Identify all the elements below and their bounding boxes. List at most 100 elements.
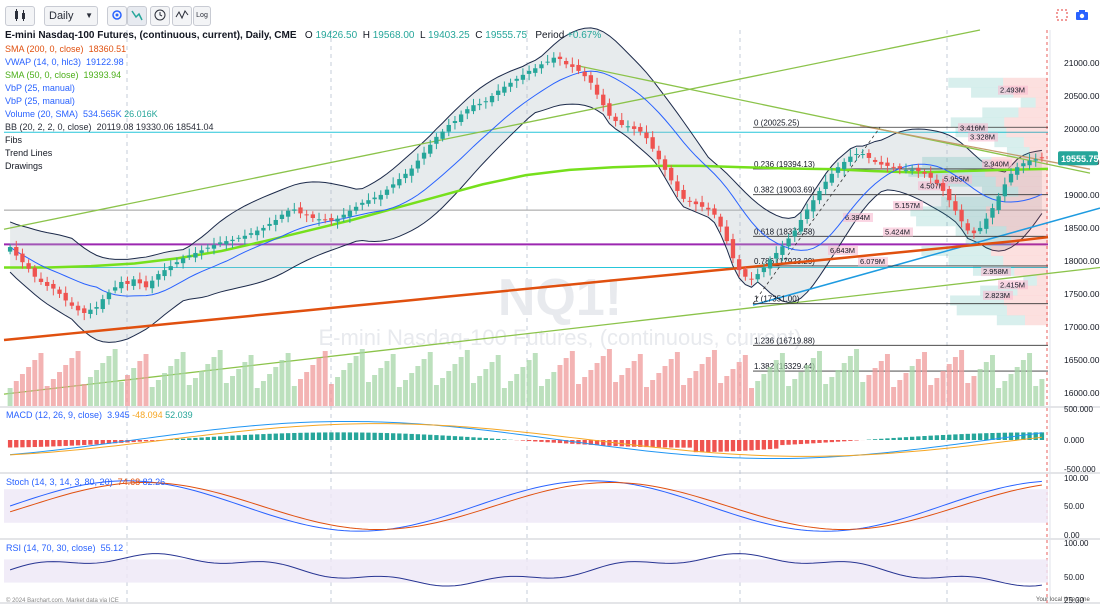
candle-body (329, 218, 334, 221)
macd-histogram-bar (150, 440, 155, 441)
reset-zoom-button[interactable] (1056, 8, 1068, 26)
candle-body (1015, 167, 1020, 175)
stoch-legend[interactable]: Stoch (14, 3, 14, 3, 80, 20) 74.68 82.26 (6, 477, 165, 487)
macd-histogram-bar (897, 437, 902, 440)
sma50-value: 19393.94 (83, 70, 122, 80)
volume-bar (131, 368, 137, 406)
candle-body (125, 280, 130, 284)
snapshot-button[interactable] (1075, 8, 1089, 26)
draw-tools-button[interactable] (127, 6, 147, 26)
macd-histogram-bar (798, 440, 804, 445)
candle-body (502, 86, 507, 93)
macd-histogram-bar (916, 436, 921, 440)
macd-histogram-bar (656, 440, 662, 448)
legend-drawings[interactable]: Drawings (5, 160, 601, 173)
macd-histogram-bar (397, 433, 402, 440)
volume-bar (433, 385, 439, 406)
candle-body (724, 226, 729, 242)
candle-body (193, 252, 198, 258)
volume-bar (1020, 360, 1026, 406)
chart-toolbar: Daily ▼ Log (0, 0, 1100, 30)
candle-body (570, 64, 575, 67)
macd-histogram-bar (32, 440, 37, 448)
candle-body (631, 126, 637, 129)
interval-select[interactable]: Daily ▼ (44, 6, 98, 26)
vbp-bar-up (922, 156, 992, 167)
legend-sma50[interactable]: SMA (50, 0, close) 19393.94 (5, 69, 601, 82)
candle-body (829, 173, 835, 183)
settings-button[interactable] (107, 6, 127, 26)
macd-legend[interactable]: MACD (12, 26, 9, close) 3.945 -48.094 52… (6, 410, 193, 420)
macd-histogram-bar (977, 433, 983, 440)
candle-body (959, 209, 964, 222)
wave-icon (175, 10, 189, 20)
candle-body (557, 56, 563, 60)
candle-body (403, 173, 408, 179)
macd-histogram-bar (767, 440, 773, 450)
volume-bar (792, 379, 798, 406)
candle-body (718, 216, 723, 227)
macd-histogram-bar (403, 433, 408, 440)
volume-bar (168, 366, 174, 406)
volume-bar (804, 365, 810, 406)
candle-body (304, 214, 309, 216)
candle-body (82, 308, 87, 313)
vbp-bar-down (999, 196, 1048, 207)
candle-body (205, 247, 210, 249)
volume-bar (390, 354, 396, 406)
indicator-button[interactable] (172, 6, 192, 26)
candle-body (1027, 160, 1032, 166)
legend-vbp-1[interactable]: VbP (25, manual) (5, 82, 601, 95)
legend-sma200[interactable]: SMA (200, 0, close) 18360.51 (5, 43, 601, 56)
candle-body (767, 259, 773, 269)
volume-bar (335, 377, 341, 406)
legend-vwap[interactable]: VWAP (14, 0, hlc3) 19122.98 (5, 56, 601, 69)
volume-bar (576, 384, 581, 406)
legend-fibs[interactable]: Fibs (5, 134, 601, 147)
price-tick-label: 17000.00 (1064, 322, 1100, 332)
candle-body (897, 166, 902, 169)
candle-body (242, 235, 248, 239)
macd-histogram-bar (112, 440, 118, 444)
clock-button[interactable] (150, 6, 170, 26)
macd-histogram-bar (743, 440, 748, 451)
volume-bar (106, 356, 112, 406)
rsi-tick-label: 100.00 (1064, 539, 1089, 548)
legend-bb[interactable]: BB (20, 2, 2, 0, close) 20119.08 19330.0… (5, 121, 601, 134)
macd-histogram-bar (996, 432, 1001, 440)
volume-bar (674, 352, 680, 406)
volume-bar (730, 369, 736, 406)
macd-histogram-bar (842, 440, 847, 442)
chart-type-button[interactable] (5, 6, 35, 26)
candle-body (625, 126, 631, 128)
volume-bar (915, 359, 921, 406)
volume-bar (563, 358, 569, 406)
log-scale-button[interactable]: Log (193, 6, 211, 26)
candle-body (7, 247, 13, 252)
fib-level-label: 1 (17351.00) (754, 295, 800, 304)
vbp-label: 2.958M (983, 267, 1008, 276)
stoch-value-1: 74.68 (117, 477, 141, 487)
candle-body (551, 57, 556, 63)
volume-bar (755, 381, 761, 406)
volume-bar (69, 358, 75, 406)
legend-trendlines[interactable]: Trend Lines (5, 147, 601, 160)
legend-vbp-2[interactable]: VbP (25, manual) (5, 95, 601, 108)
macd-histogram-bar (285, 433, 291, 440)
vbp-bar-down (1006, 305, 1048, 316)
volume-bar (483, 369, 489, 406)
trendline-brown (859, 125, 1091, 170)
rsi-legend[interactable]: RSI (14, 70, 30, close) 55.12 (6, 543, 123, 553)
candle-body (730, 239, 736, 259)
volume-bar (934, 378, 940, 406)
vbp-bar-down (986, 206, 1048, 217)
vwap-line (9, 70, 1043, 297)
volume-bar (50, 379, 56, 406)
vbp-bar-down (1010, 236, 1048, 247)
candle-body (1033, 159, 1038, 161)
volume-bar (841, 363, 847, 406)
volume-bar (1002, 381, 1008, 406)
legend-volume[interactable]: Volume (20, SMA) 534.565K 26.016K (5, 108, 601, 121)
volume-bar (952, 357, 958, 406)
